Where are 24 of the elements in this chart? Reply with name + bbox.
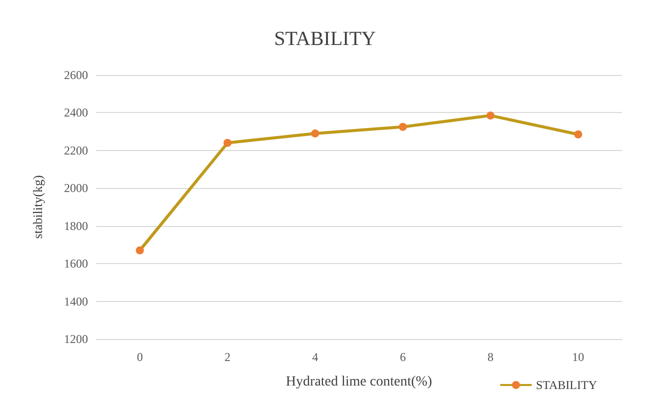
point <box>224 138 232 147</box>
x-tick-label: 2 <box>224 350 230 364</box>
chart-title: STABILITY <box>274 28 376 50</box>
x-tick-label: 8 <box>488 350 494 364</box>
y-tick-label: 1400 <box>64 294 88 308</box>
y-axis-title: stability(kg) <box>30 175 45 239</box>
y-tick-label: 1200 <box>64 332 88 346</box>
y-tick-label: 1600 <box>64 256 88 271</box>
point <box>136 246 144 254</box>
point <box>486 112 494 120</box>
x-tick-label: 10 <box>572 350 584 364</box>
x-axis-title: Hydrated lime content(%) <box>286 374 432 390</box>
y-tick-label: 2200 <box>64 143 88 158</box>
point <box>398 122 407 131</box>
y-tick-label: 2400 <box>64 106 88 120</box>
point <box>574 130 582 138</box>
x-tick-label: 6 <box>400 350 406 364</box>
x-tick-label: 0 <box>136 350 143 364</box>
point <box>311 129 320 138</box>
y-tick-label: 1800 <box>64 218 88 233</box>
y-tick-label: 2000 <box>64 181 88 196</box>
legend-label: STABILITY <box>536 378 598 392</box>
x-tick-label: 4 <box>312 350 318 364</box>
y-tick-label: 2600 <box>64 68 88 82</box>
